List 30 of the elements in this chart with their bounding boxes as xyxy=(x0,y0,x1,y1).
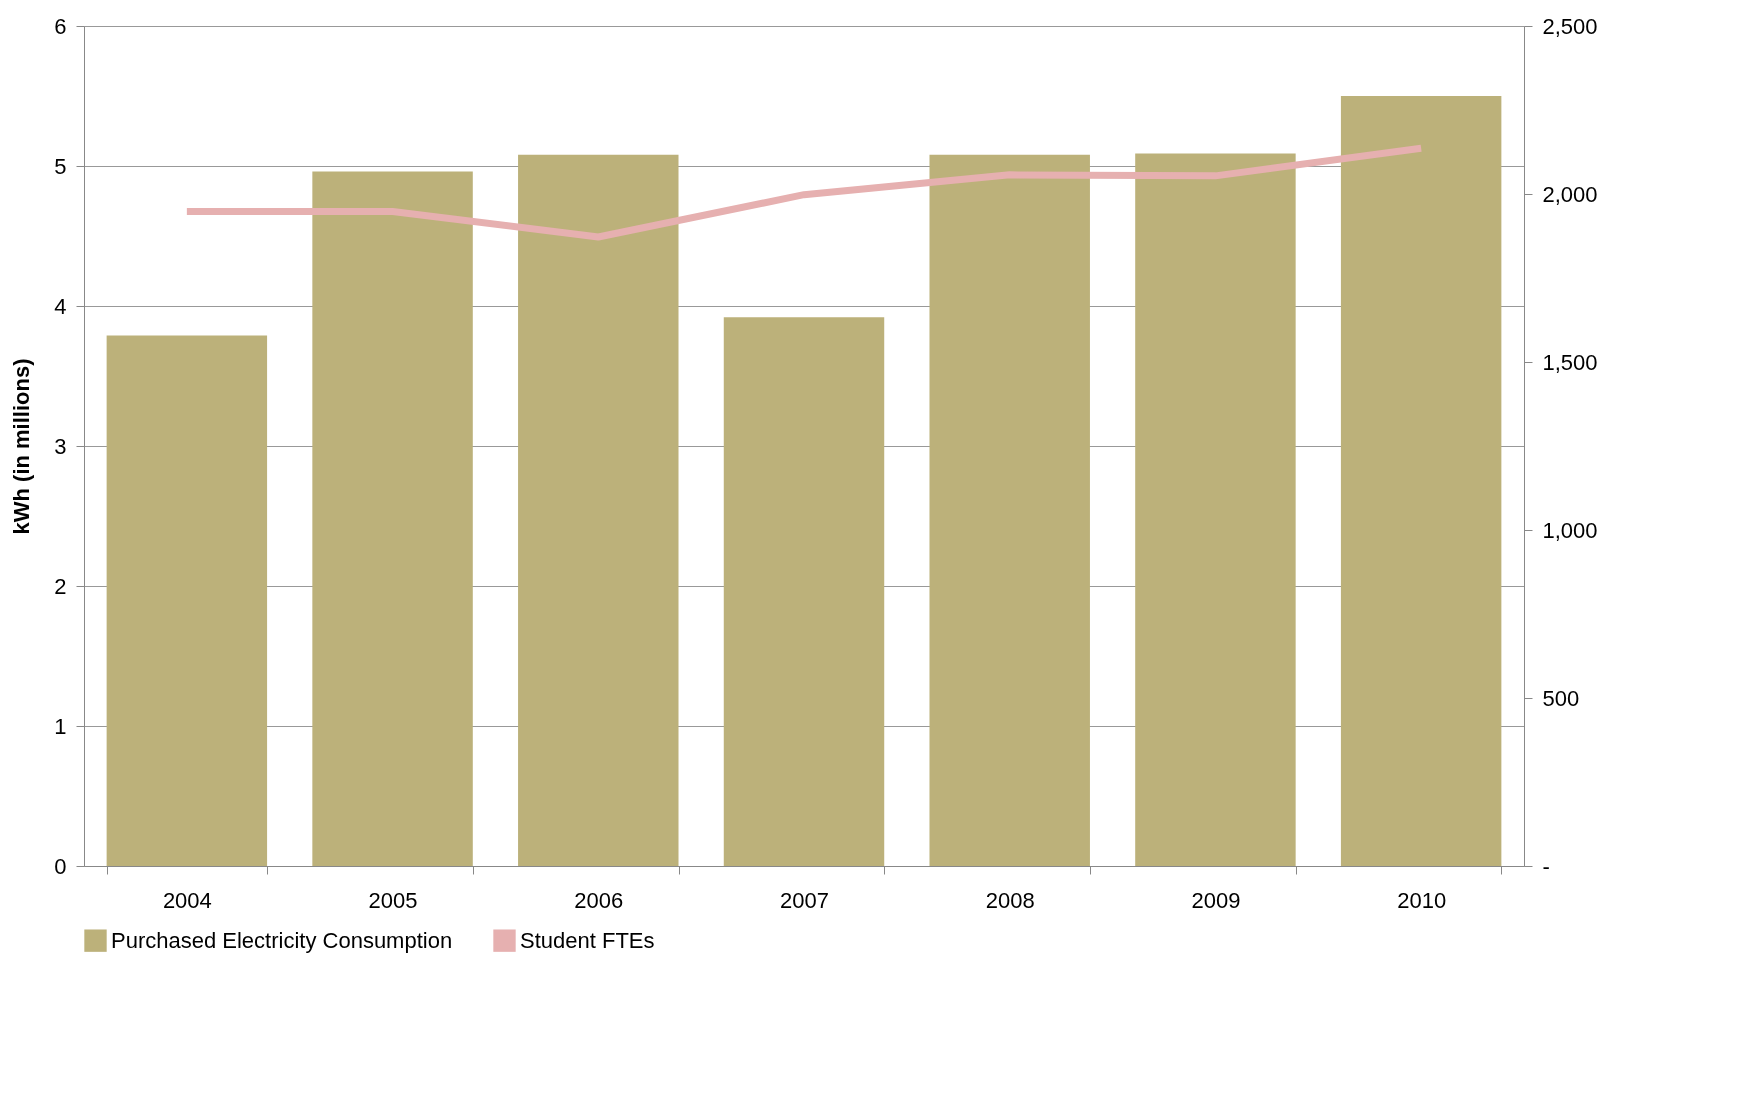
bar xyxy=(1135,153,1296,866)
bar xyxy=(312,171,473,866)
y-tick-label: 4 xyxy=(54,293,67,319)
x-tick-label: 2004 xyxy=(162,887,212,913)
x-tick-label: 2010 xyxy=(1397,887,1447,913)
y2-tick-label: 1,000 xyxy=(1542,517,1598,543)
bar xyxy=(518,154,679,866)
y-tick-label: 2 xyxy=(54,573,67,599)
y2-tick-label: 2,000 xyxy=(1542,181,1598,207)
x-tick-label: 2006 xyxy=(574,887,624,913)
y-tick-label: 5 xyxy=(54,153,67,179)
legend-label: Student FTEs xyxy=(520,927,655,953)
x-tick-label: 2008 xyxy=(985,887,1035,913)
x-tick-label: 2009 xyxy=(1191,887,1241,913)
y-axis-title: kWh (in millions) xyxy=(9,358,35,535)
x-tick-label: 2007 xyxy=(780,887,829,913)
y2-tick-label: 500 xyxy=(1542,685,1580,711)
x-tick-label: 2005 xyxy=(368,887,418,913)
y-tick-label: 3 xyxy=(54,433,67,459)
bar xyxy=(1340,96,1502,866)
y-tick-label: 0 xyxy=(54,853,67,879)
bar xyxy=(723,317,885,866)
bar xyxy=(106,335,268,866)
y2-tick-label: 1,500 xyxy=(1542,349,1598,375)
y-tick-label: 1 xyxy=(54,713,67,739)
legend-label: Purchased Electricity Consumption xyxy=(111,927,453,953)
bar xyxy=(929,154,1090,866)
y2-tick-label: 2,500 xyxy=(1542,13,1598,39)
y2-tick-label: - xyxy=(1542,853,1550,879)
y-tick-label: 6 xyxy=(54,13,67,39)
